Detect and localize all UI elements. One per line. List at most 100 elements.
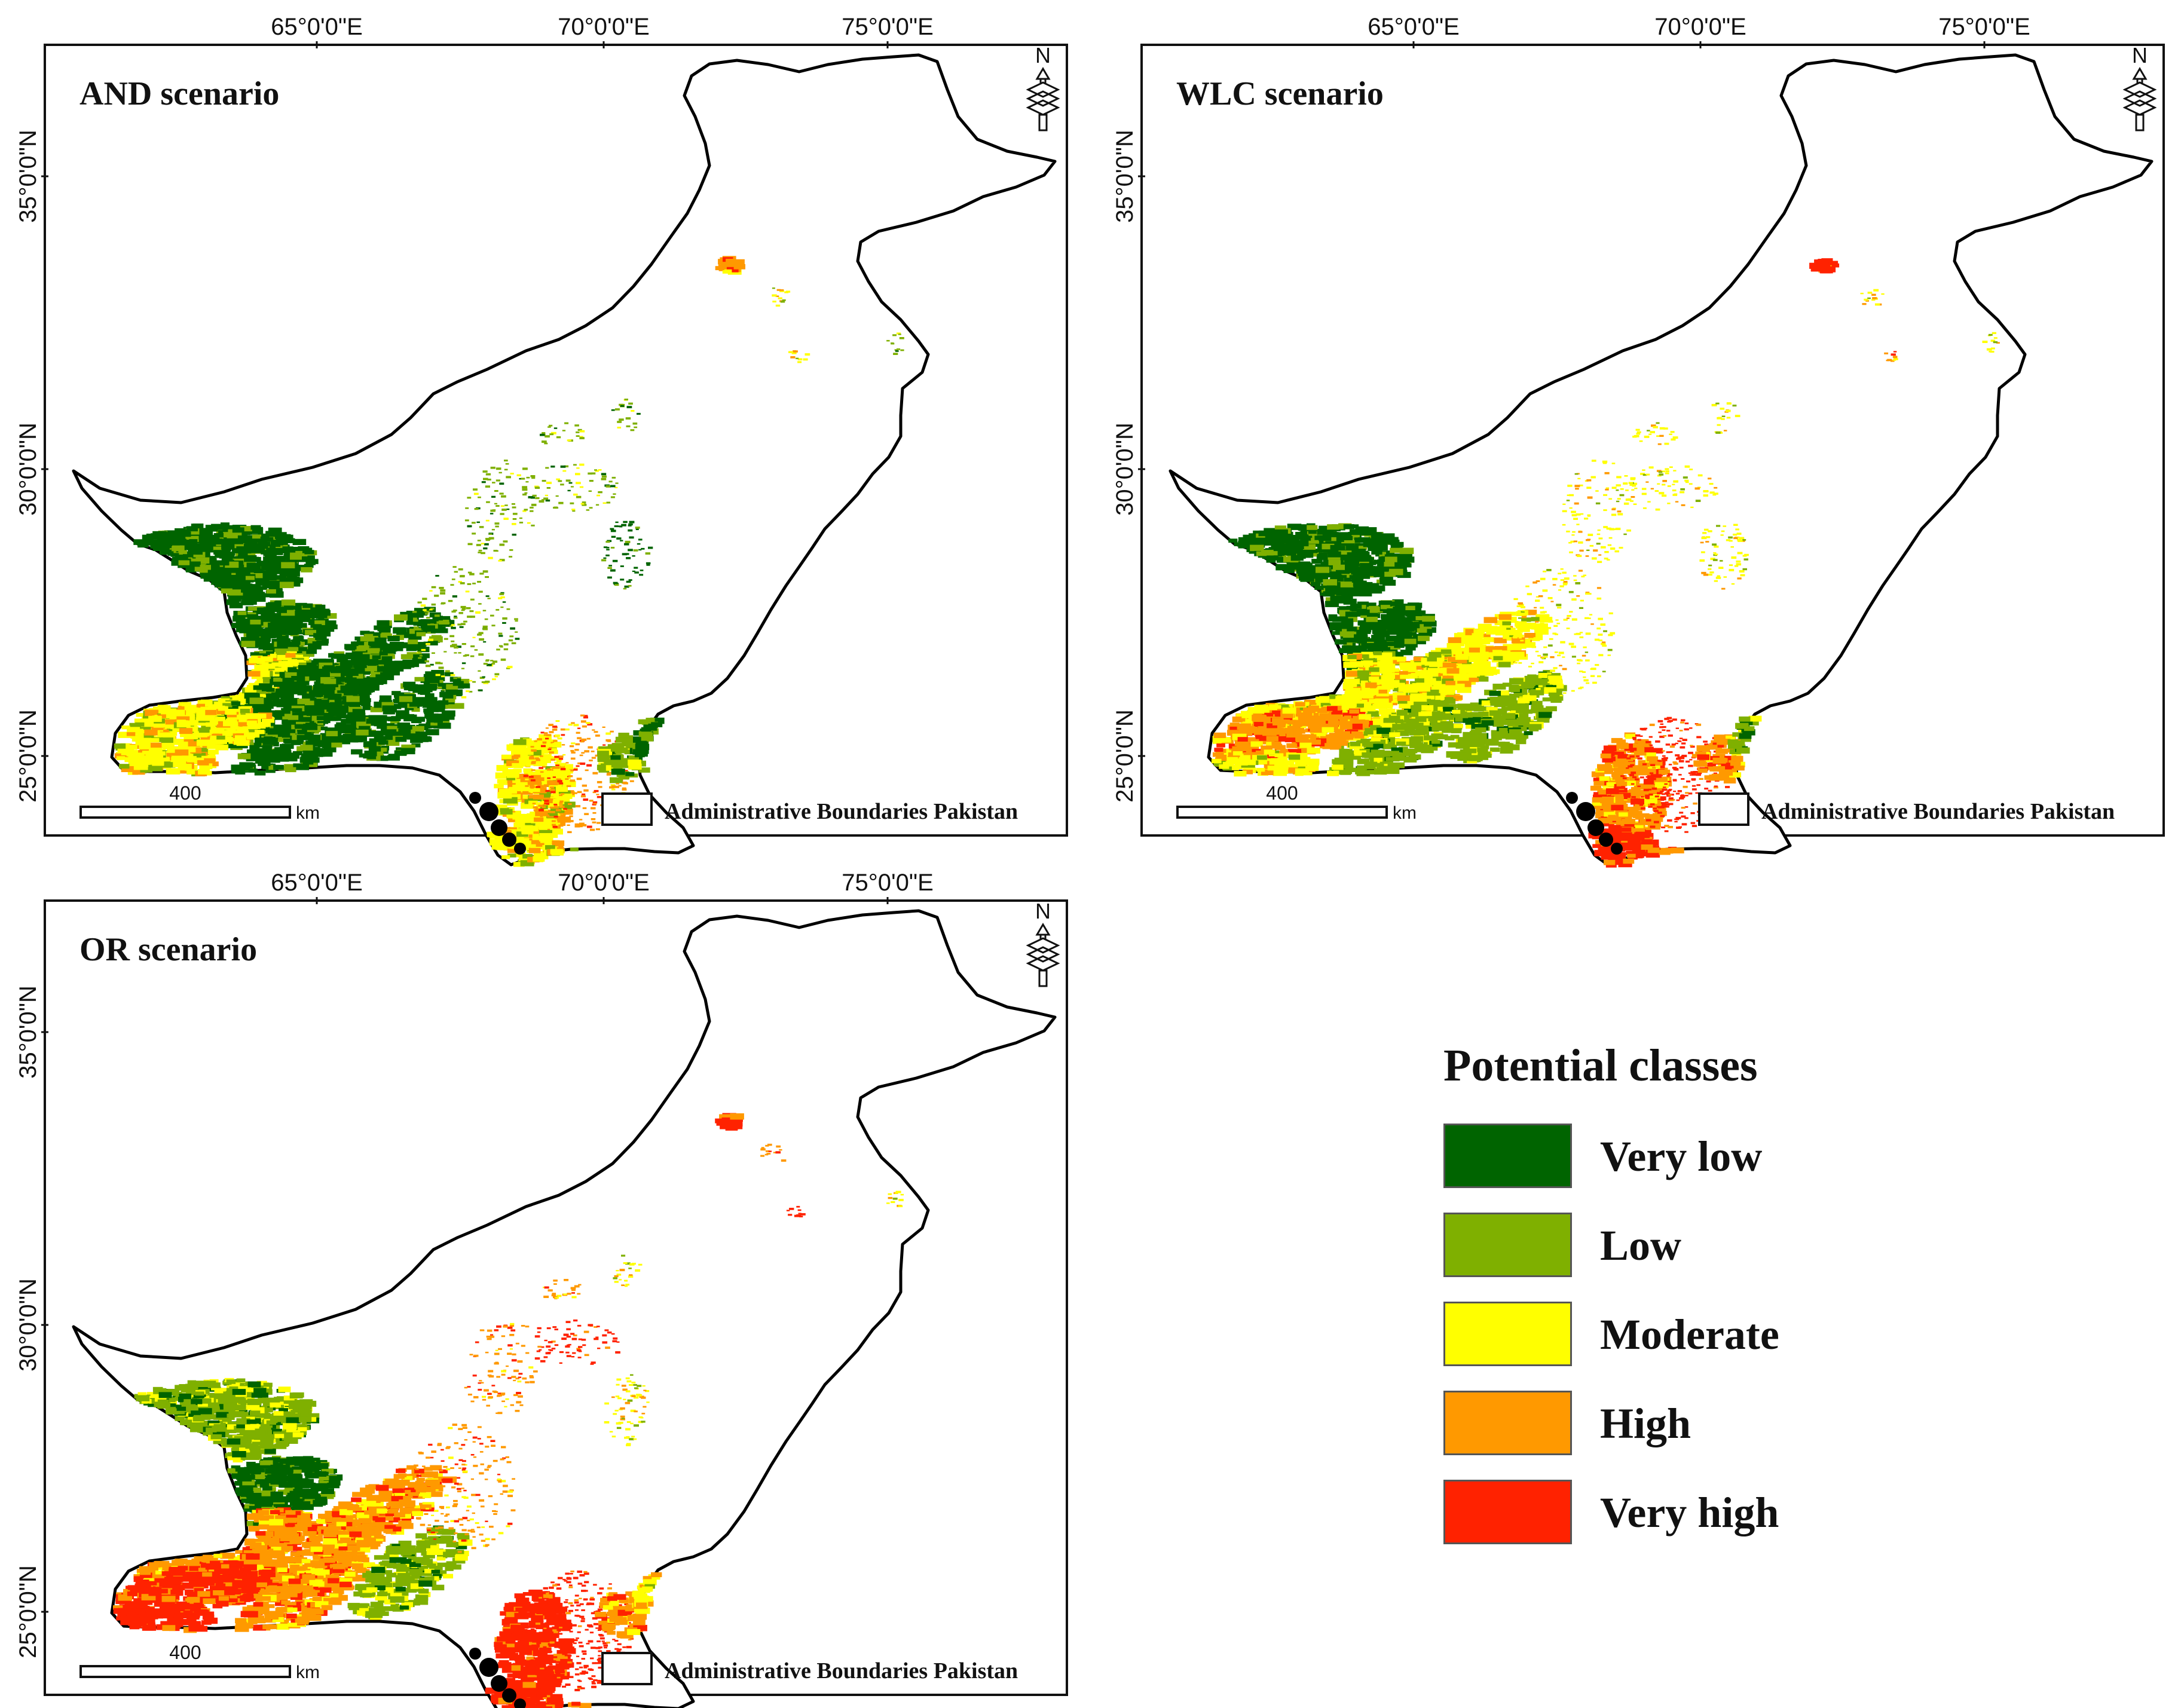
class-pixel: [452, 566, 457, 568]
coastal-feature: [469, 792, 481, 804]
class-pixel: [228, 585, 239, 590]
class-pixel: [495, 525, 499, 528]
class-pixel: [1308, 530, 1317, 534]
class-pixel: [491, 625, 495, 627]
class-pixel: [435, 674, 441, 677]
class-pixel: [135, 722, 145, 727]
class-pixel: [518, 762, 530, 767]
class-pixel: [580, 714, 585, 717]
class-pixel: [566, 770, 571, 772]
latitude-label-2: 30°0'0"N: [1112, 423, 1138, 516]
class-pixel: [622, 781, 627, 784]
class-pixel: [326, 731, 338, 736]
class-pixel: [377, 625, 391, 632]
class-pixel: [531, 503, 537, 506]
class-pixel: [460, 582, 465, 584]
class-pixel: [250, 525, 261, 530]
class-pixel: [639, 574, 644, 576]
class-pixel: [478, 590, 483, 593]
class-pixel: [330, 666, 345, 674]
class-pixel: [1341, 540, 1355, 547]
class-pixel: [225, 561, 239, 568]
longitude-label-3: 75°0'0"E: [842, 14, 934, 40]
class-pixel: [185, 757, 195, 761]
class-pixel: [797, 361, 802, 363]
class-pixel: [579, 754, 583, 757]
class-pixel: [606, 773, 611, 776]
map-svg-wlc: 65°0'0"E 70°0'0"E 75°0'0"E35°0'0"N30°0'0"N…: [1112, 14, 2165, 868]
class-pixel: [282, 622, 295, 629]
class-pixel: [607, 576, 612, 579]
class-pixel: [1275, 545, 1289, 552]
class-pixel: [247, 614, 258, 620]
class-pixel: [620, 405, 625, 407]
class-pixel: [360, 682, 371, 687]
class-pixel: [426, 643, 430, 645]
class-pixel: [262, 648, 273, 653]
class-pixel: [542, 806, 546, 808]
class-pixel: [469, 691, 473, 693]
class-pixel: [451, 703, 464, 709]
class-pixel: [144, 729, 158, 736]
class-pixel: [325, 623, 334, 628]
class-pixel: [1397, 556, 1411, 562]
class-pixel: [171, 755, 185, 762]
class-pixel: [179, 728, 193, 734]
class-pixel: [535, 757, 539, 760]
class-pixel: [569, 769, 574, 772]
class-pixel: [444, 672, 454, 677]
class-pixel: [568, 820, 574, 822]
class-pixel: [534, 810, 539, 812]
class-pixel: [634, 571, 639, 574]
class-pixel: [371, 750, 384, 756]
class-pixel: [610, 730, 614, 733]
class-pixel: [450, 584, 454, 586]
class-pixel: [485, 538, 490, 540]
class-pixel: [208, 562, 220, 567]
class-pixel: [189, 737, 200, 743]
class-pixel: [584, 750, 589, 753]
class-pixel: [485, 519, 490, 522]
class-pixel: [525, 764, 531, 767]
class-pixel: [1359, 590, 1372, 596]
class-pixel: [632, 423, 638, 425]
class-pixel: [200, 706, 211, 712]
class-pixel: [470, 616, 475, 618]
class-pixel: [448, 599, 453, 602]
class-pixel: [570, 749, 574, 752]
class-pixel: [243, 726, 256, 733]
class-pixel: [262, 745, 272, 750]
class-pixel: [325, 698, 336, 703]
class-pixel: [1385, 641, 1396, 646]
class-pixel: [470, 598, 475, 601]
class-pixel: [610, 529, 616, 532]
class-pixel: [550, 849, 561, 854]
class-pixel: [240, 709, 250, 714]
class-pixel: [1418, 635, 1430, 641]
class-pixel: [1299, 531, 1309, 536]
class-pixel: [199, 530, 213, 537]
class-pixel: [505, 829, 519, 835]
class-pixel: [504, 460, 508, 462]
class-pixel: [1380, 624, 1393, 630]
class-pixel: [378, 740, 389, 745]
class-pixel: [477, 633, 482, 636]
class-pixel: [153, 706, 166, 712]
class-pixel: [501, 855, 510, 859]
class-pixel: [573, 464, 577, 466]
class-pixel: [483, 663, 488, 665]
class-pixel: [611, 769, 625, 775]
class-pixel: [264, 736, 273, 740]
class-pixel: [163, 538, 174, 544]
class-pixel: [576, 765, 580, 767]
class-pixel: [1310, 581, 1321, 587]
class-pixel: [461, 609, 465, 611]
class-pixel: [556, 816, 561, 819]
class-pixel: [772, 301, 776, 303]
class-pixel: [524, 772, 539, 778]
class-pixel: [276, 537, 287, 543]
coastal-feature: [514, 843, 526, 855]
class-pixel: [628, 549, 633, 552]
class-pixel: [561, 744, 565, 746]
class-pixel: [494, 675, 498, 678]
